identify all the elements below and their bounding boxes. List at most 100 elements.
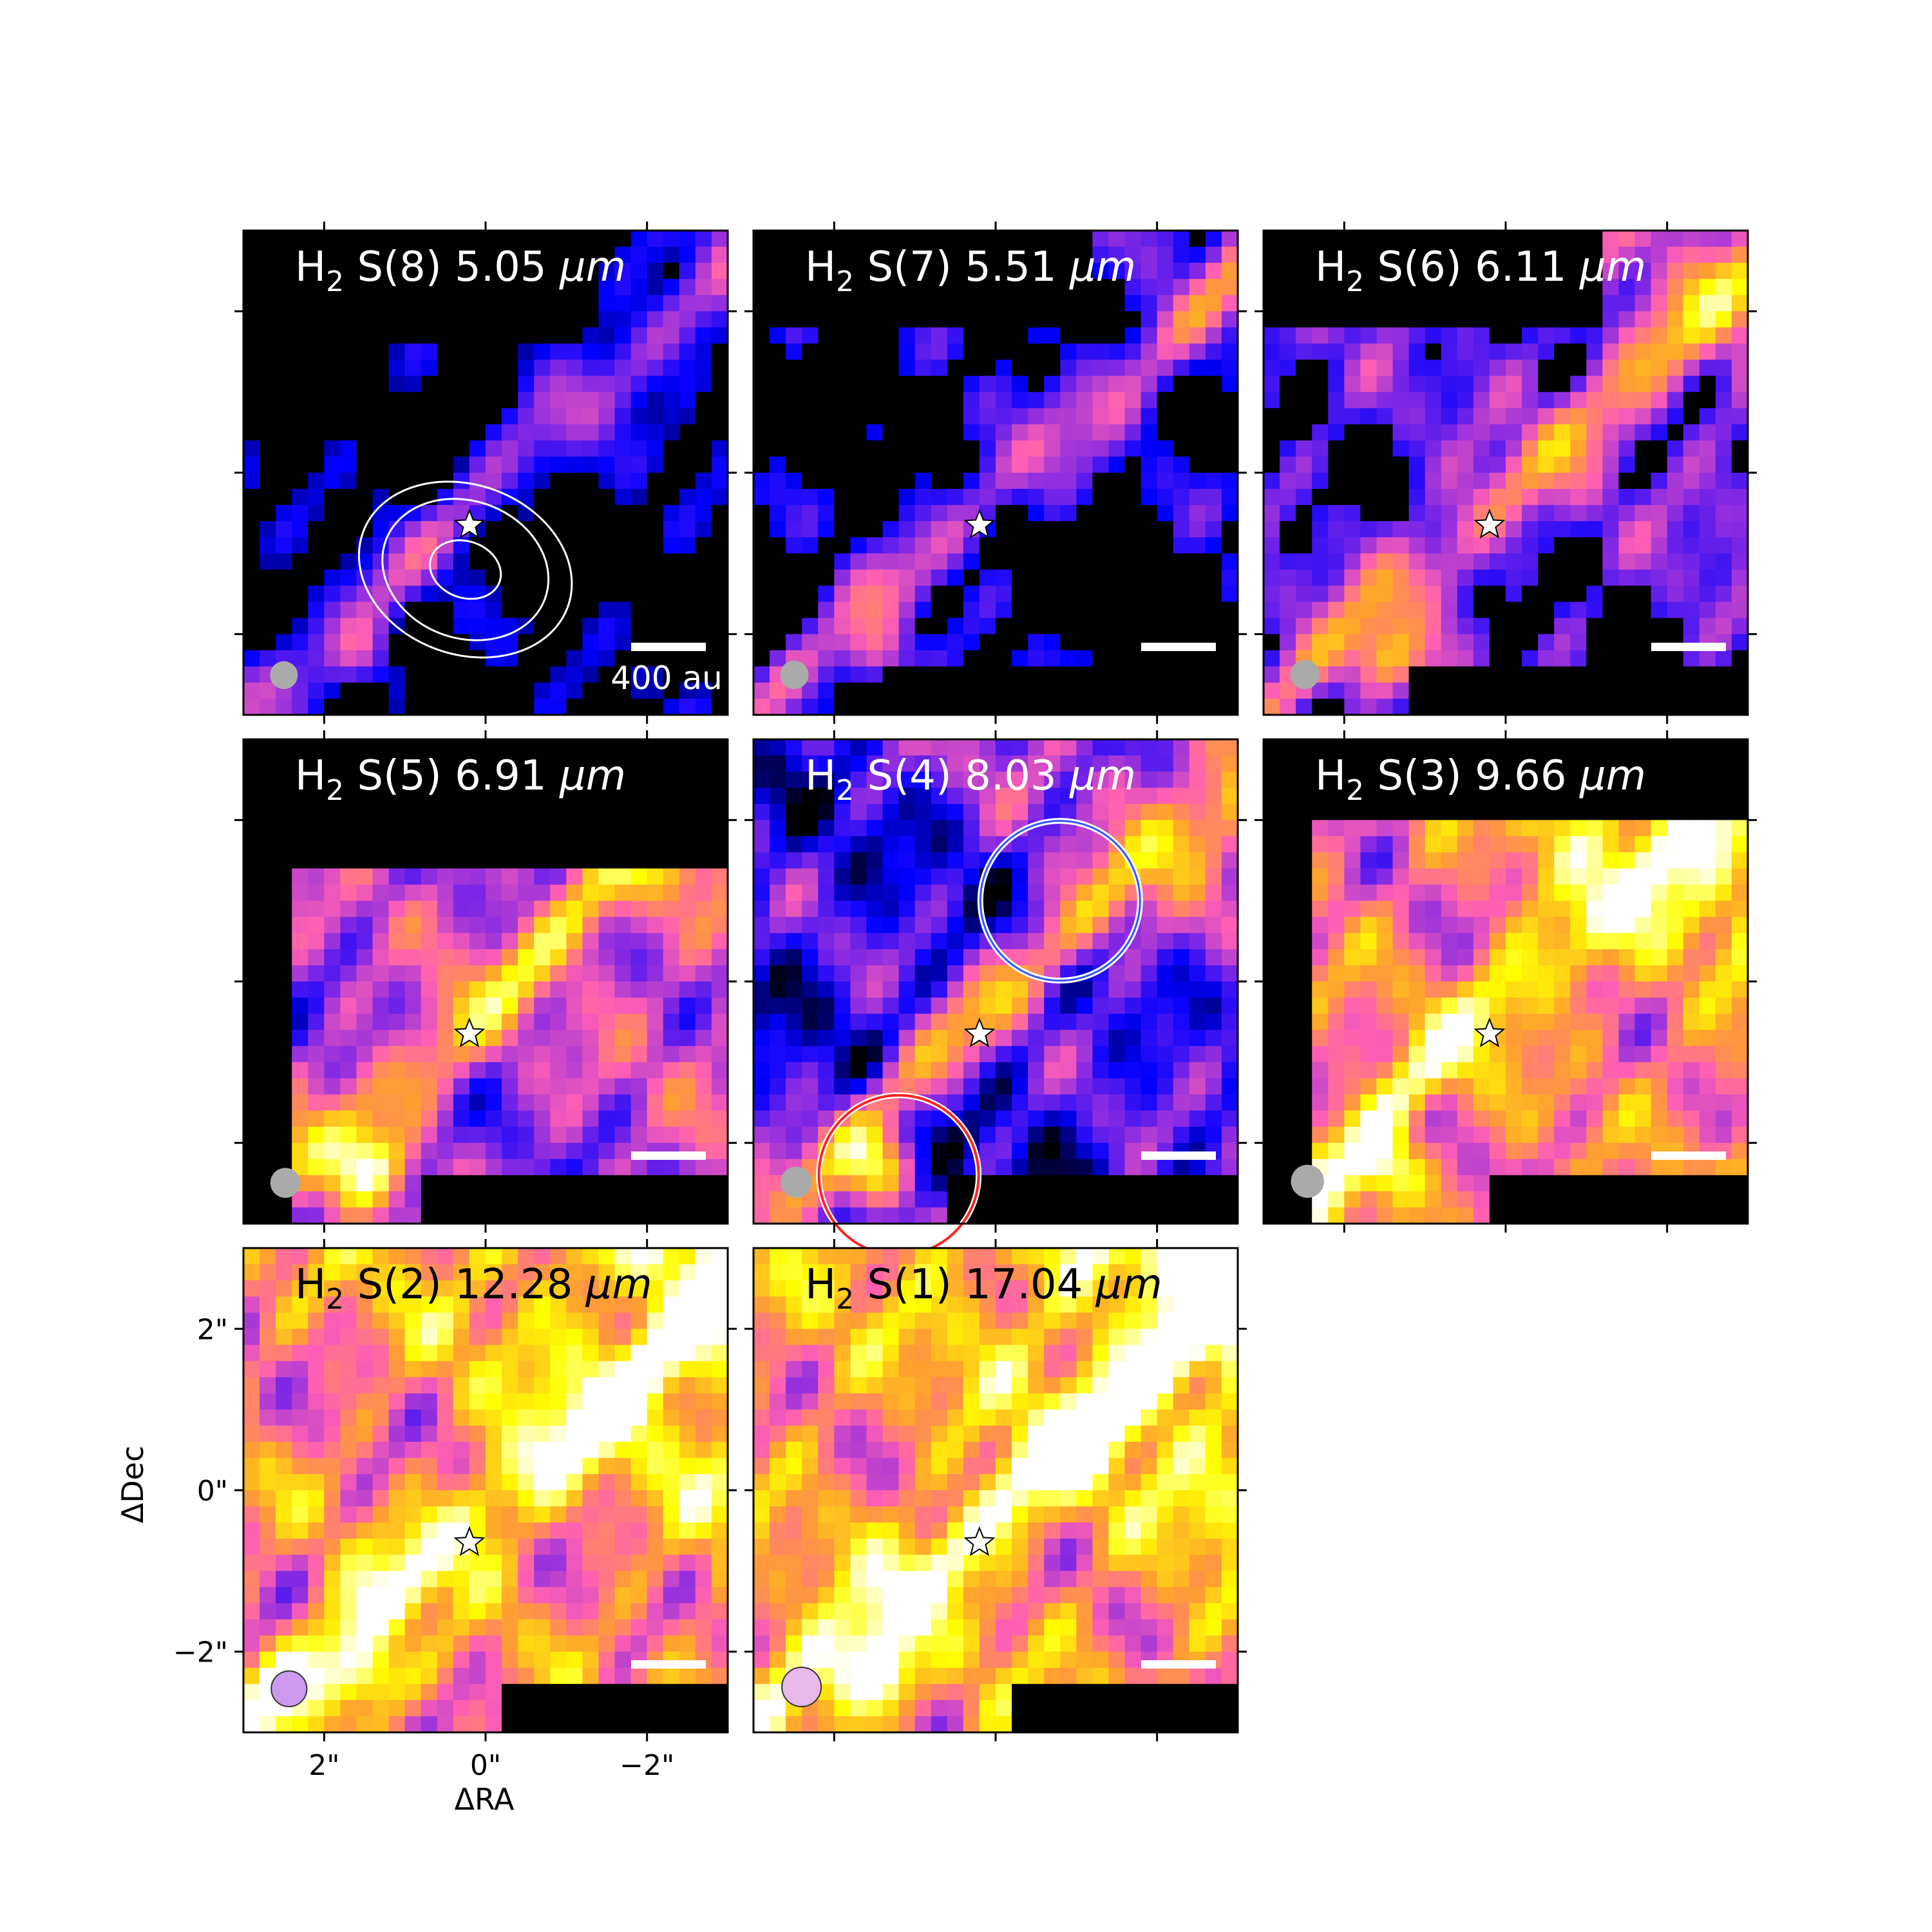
map-pixel — [372, 755, 390, 772]
map-pixel — [356, 231, 374, 247]
map-pixel — [1667, 247, 1684, 263]
map-pixel — [260, 884, 276, 902]
map-pixel — [1522, 343, 1539, 361]
map-pixel — [292, 698, 308, 715]
map-pixel — [1124, 585, 1142, 603]
map-pixel — [1221, 263, 1238, 279]
map-pixel — [1651, 569, 1668, 587]
map-pixel — [598, 505, 616, 522]
map-pixel — [1296, 804, 1312, 820]
map-pixel — [1360, 553, 1378, 570]
map-pixel — [550, 1014, 567, 1030]
map-pixel — [1157, 981, 1174, 998]
map-pixel — [1731, 868, 1748, 886]
map-pixel — [1538, 359, 1555, 377]
map-pixel — [388, 1175, 406, 1192]
map-pixel — [260, 1062, 276, 1079]
map-pixel — [1651, 392, 1668, 409]
map-pixel — [1506, 618, 1522, 635]
map-pixel — [1221, 916, 1238, 934]
map-pixel — [963, 295, 980, 312]
map-pixel — [630, 505, 648, 522]
map-pixel — [1408, 772, 1426, 788]
map-pixel — [1173, 1126, 1190, 1144]
map-pixel — [1044, 884, 1061, 902]
map-pixel — [1028, 981, 1045, 998]
map-pixel — [550, 263, 567, 279]
map-pixel — [663, 489, 680, 506]
map-pixel — [1699, 521, 1716, 538]
map-pixel — [1296, 440, 1312, 457]
map-pixel — [1344, 772, 1361, 788]
map-pixel — [963, 569, 980, 587]
map-pixel — [753, 868, 770, 886]
map-pixel — [502, 1207, 518, 1224]
map-pixel — [276, 424, 292, 441]
map-pixel — [963, 327, 980, 345]
map-pixel — [534, 1126, 551, 1144]
map-pixel — [1667, 916, 1684, 934]
map-pixel — [1012, 884, 1028, 902]
map-pixel — [1634, 375, 1652, 393]
map-pixel — [340, 359, 357, 377]
map-pixel — [1554, 634, 1571, 651]
map-pixel — [1092, 247, 1110, 263]
map-pixel — [963, 933, 980, 950]
map-pixel — [1489, 772, 1506, 788]
map-pixel — [308, 1094, 325, 1112]
map-pixel — [1408, 682, 1426, 699]
map-pixel — [404, 1046, 422, 1063]
map-pixel — [1586, 295, 1603, 312]
map-pixel — [647, 755, 664, 772]
map-pixel — [996, 392, 1012, 409]
map-pixel — [818, 1014, 835, 1030]
map-pixel — [356, 933, 374, 950]
map-pixel — [630, 998, 648, 1014]
map-pixel — [486, 359, 502, 377]
map-pixel — [260, 650, 276, 667]
map-pixel — [1044, 473, 1061, 489]
map-pixel — [469, 359, 486, 377]
map-pixel — [1344, 489, 1361, 506]
map-pixel — [1189, 295, 1206, 312]
map-pixel — [1221, 650, 1238, 667]
map-pixel — [630, 1191, 648, 1208]
map-pixel — [914, 868, 932, 886]
map-pixel — [404, 788, 422, 804]
map-pixel — [404, 772, 422, 788]
map-pixel — [308, 634, 325, 651]
map-pixel — [882, 788, 900, 804]
map-pixel — [1205, 295, 1222, 312]
map-pixel — [1651, 489, 1668, 506]
map-pixel — [292, 916, 308, 934]
map-pixel — [630, 1078, 648, 1095]
map-pixel — [1392, 537, 1410, 554]
map-pixel — [437, 1094, 454, 1112]
map-pixel — [469, 1046, 486, 1063]
map-pixel — [1667, 836, 1684, 853]
map-pixel — [786, 473, 802, 489]
map-pixel — [404, 634, 422, 651]
map-pixel — [1522, 489, 1539, 506]
map-pixel — [1731, 537, 1748, 554]
map-pixel — [1554, 553, 1571, 570]
map-pixel — [356, 981, 374, 998]
map-pixel — [550, 343, 567, 361]
map-pixel — [1360, 343, 1378, 361]
map-pixel — [818, 279, 835, 296]
map-pixel — [996, 698, 1012, 715]
map-pixel — [518, 772, 535, 788]
map-pixel — [437, 279, 454, 296]
map-pixel — [931, 1159, 948, 1176]
map-pixel — [1586, 392, 1603, 409]
map-pixel — [534, 1094, 551, 1112]
map-pixel — [1221, 231, 1238, 247]
map-pixel — [914, 521, 932, 538]
map-pixel — [292, 1014, 308, 1030]
map-pixel — [630, 1094, 648, 1112]
map-pixel — [1189, 1014, 1206, 1030]
map-pixel — [486, 601, 502, 619]
map-pixel — [550, 1094, 567, 1112]
map-pixel — [679, 965, 696, 982]
map-pixel — [356, 1062, 374, 1079]
